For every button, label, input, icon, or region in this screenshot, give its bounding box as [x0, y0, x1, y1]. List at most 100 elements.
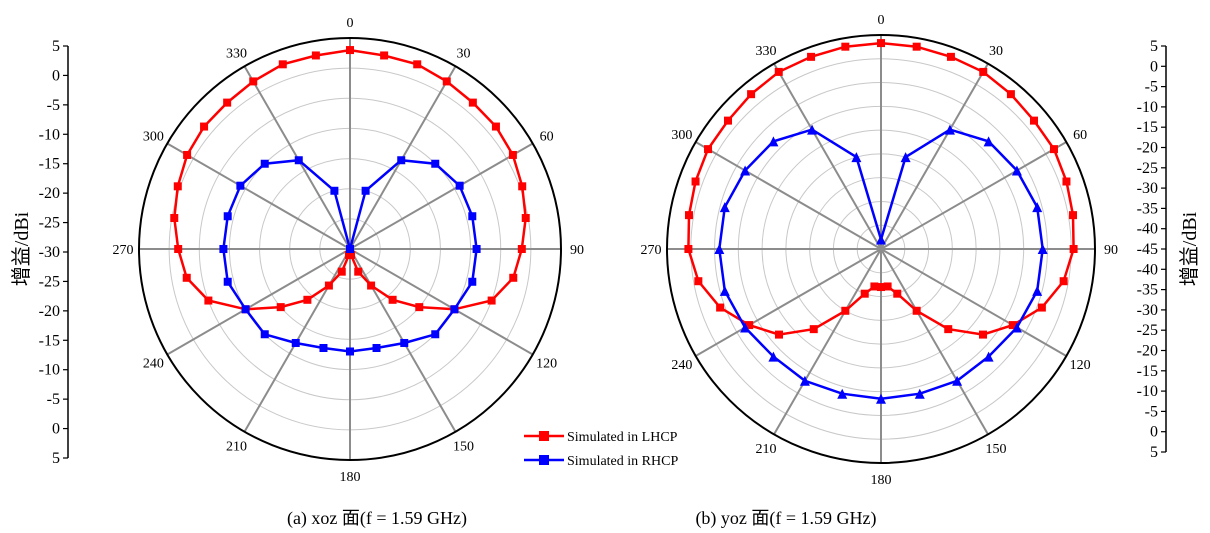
- grid-spoke: [880, 141, 1067, 250]
- data-point: [979, 67, 988, 76]
- data-point: [278, 60, 287, 69]
- data-point: [774, 330, 783, 339]
- data-point: [442, 77, 451, 86]
- radial-tick-label: -30: [1137, 302, 1158, 319]
- radial-tick-label: -15: [1137, 119, 1158, 136]
- polar-chart-xoz: 0 30 60 90 120 150 180 210 240 270 300 330 5 0 -5 -10 -1…: [39, 16, 584, 485]
- radial-tick-label: -10: [39, 126, 60, 143]
- angle-label: 300: [143, 130, 164, 145]
- data-point: [1008, 321, 1017, 330]
- data-point: [900, 152, 911, 163]
- caption-xoz: (a) xoz 面(f = 1.59 GHz): [287, 508, 467, 529]
- angle-label: 120: [536, 357, 557, 372]
- angle-label: 0: [347, 16, 354, 31]
- data-point: [223, 98, 232, 107]
- data-point: [413, 60, 422, 69]
- radial-tick-label: -40: [1137, 221, 1158, 238]
- data-point: [1032, 285, 1043, 296]
- radial-tick-label: -15: [1137, 363, 1158, 380]
- angle-label: 330: [756, 44, 777, 59]
- data-point: [1049, 145, 1058, 154]
- data-point: [397, 156, 406, 165]
- data-point: [380, 51, 389, 60]
- angle-label: 180: [340, 470, 361, 485]
- angle-label: 180: [871, 473, 892, 488]
- data-point: [912, 42, 921, 51]
- data-point: [337, 267, 346, 276]
- data-point: [979, 330, 988, 339]
- data-point: [893, 289, 902, 298]
- radial-tick-label: -20: [1137, 343, 1158, 360]
- radial-tick-label: 5: [1150, 444, 1158, 461]
- data-point: [260, 159, 269, 168]
- angle-label: 0: [878, 13, 885, 28]
- data-point: [952, 375, 963, 386]
- grid-spoke: [695, 248, 882, 357]
- radial-tick-label: -10: [39, 362, 60, 379]
- data-point: [841, 42, 850, 51]
- data-point: [747, 90, 756, 99]
- data-point: [291, 338, 300, 347]
- data-point: [508, 150, 517, 159]
- data-point: [1032, 202, 1043, 213]
- grid-spoke: [166, 142, 351, 250]
- y-axis-label-left: 增益/dBi: [10, 211, 33, 286]
- data-point: [876, 393, 886, 404]
- grid-spoke: [349, 248, 534, 356]
- data-point: [983, 351, 994, 362]
- angle-label: 60: [1073, 128, 1087, 143]
- data-point: [518, 182, 527, 191]
- data-point: [1037, 244, 1048, 254]
- data-point: [841, 306, 850, 315]
- radial-tick-label: -20: [39, 185, 60, 202]
- radial-tick-label: -15: [39, 332, 60, 349]
- angle-label: 60: [540, 130, 554, 145]
- angle-label: 240: [671, 358, 692, 373]
- data-point: [944, 325, 953, 334]
- data-point: [455, 181, 464, 190]
- grid-spoke: [695, 141, 882, 250]
- radial-tick-label: -10: [1137, 99, 1158, 116]
- angle-label: 210: [756, 442, 777, 457]
- data-point: [324, 281, 333, 290]
- legend-lhcp-label: Simulated in LHCP: [567, 430, 678, 445]
- angle-label: 30: [457, 46, 471, 61]
- grid-spoke: [880, 63, 989, 250]
- grid-spoke: [349, 142, 534, 250]
- data-point: [521, 214, 530, 223]
- data-point: [745, 321, 754, 330]
- radial-tick-label: -5: [47, 391, 60, 408]
- radial-tick-label: 0: [52, 67, 60, 84]
- data-point: [249, 77, 258, 86]
- radial-tick-label: -25: [1137, 322, 1158, 339]
- data-point: [450, 305, 459, 314]
- radial-tick-label: -45: [1137, 241, 1158, 258]
- legend: Simulated in LHCP Simulated in RHCP: [524, 430, 678, 469]
- data-point: [1011, 322, 1022, 333]
- radial-tick-label: -25: [39, 215, 60, 232]
- data-point: [1069, 211, 1078, 220]
- data-point: [719, 202, 730, 213]
- data-point: [946, 52, 955, 61]
- data-point: [354, 267, 363, 276]
- data-point: [200, 122, 209, 131]
- radial-tick-label: 5: [52, 38, 60, 55]
- angle-label: 120: [1070, 358, 1091, 373]
- data-point: [870, 282, 879, 291]
- outer-circle: [666, 34, 1096, 464]
- radial-tick-label: -5: [47, 97, 60, 114]
- radial-tick-label: -15: [39, 156, 60, 173]
- data-point: [768, 136, 779, 147]
- radial-tick-label: -5: [1145, 79, 1158, 96]
- data-point: [311, 51, 320, 60]
- data-point: [174, 245, 183, 253]
- data-point: [1037, 303, 1046, 312]
- legend-lhcp-marker: [539, 431, 549, 441]
- angle-label: 240: [143, 357, 164, 372]
- data-point: [944, 124, 955, 135]
- data-point: [468, 212, 477, 221]
- radial-tick-label: 5: [1150, 38, 1158, 55]
- data-point: [346, 245, 354, 253]
- data-point: [183, 150, 192, 159]
